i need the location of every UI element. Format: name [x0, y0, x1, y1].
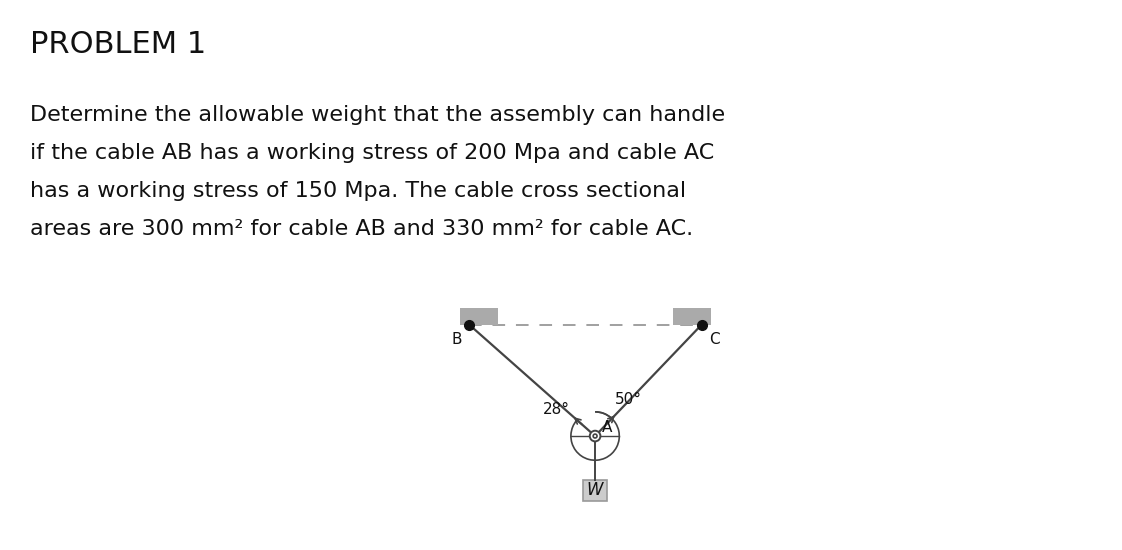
Text: PROBLEM 1: PROBLEM 1: [30, 30, 206, 59]
Text: 50°: 50°: [615, 392, 642, 407]
Text: if the cable AB has a working stress of 200 Mpa and cable AC: if the cable AB has a working stress of …: [30, 143, 715, 163]
Text: areas are 300 mm² for cable AB and 330 mm² for cable AC.: areas are 300 mm² for cable AB and 330 m…: [30, 219, 693, 239]
Text: C: C: [709, 332, 719, 347]
Bar: [583, 480, 607, 502]
Bar: [460, 308, 498, 324]
Circle shape: [594, 434, 597, 438]
Circle shape: [590, 431, 600, 441]
Text: has a working stress of 150 Mpa. The cable cross sectional: has a working stress of 150 Mpa. The cab…: [30, 181, 687, 201]
Text: B: B: [451, 332, 462, 347]
Text: Determine the allowable weight that the assembly can handle: Determine the allowable weight that the …: [30, 105, 725, 125]
Text: W: W: [587, 481, 604, 499]
Text: 28°: 28°: [543, 402, 570, 417]
Bar: [672, 308, 711, 324]
Text: A: A: [603, 420, 613, 435]
